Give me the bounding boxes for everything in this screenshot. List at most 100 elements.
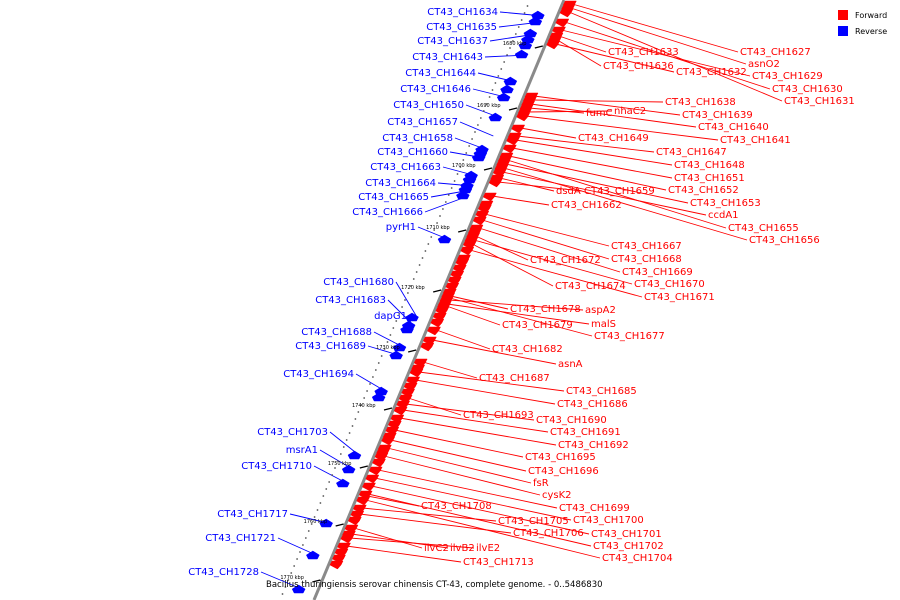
forward-connector-line — [349, 537, 475, 549]
forward-gene-label: CT43_CH1649 — [578, 133, 649, 144]
forward-gene-label: CT43_CH1706 — [513, 528, 584, 539]
reverse-gene-arrow — [488, 112, 503, 122]
legend-forward-swatch — [838, 10, 848, 20]
forward-gene-arrow — [473, 216, 487, 226]
forward-gene-label: CT43_CH1651 — [674, 173, 745, 184]
reverse-gene-arrow — [319, 518, 333, 528]
forward-gene-arrow — [555, 18, 570, 28]
ring-dot — [339, 453, 342, 455]
reverse-gene-arrow — [503, 76, 518, 86]
forward-gene-label: ccdA1 — [708, 210, 739, 221]
tick-mark — [508, 107, 518, 111]
reverse-gene-arrow — [374, 386, 388, 396]
ring-dot — [462, 159, 465, 161]
forward-gene-label: CT43_CH1656 — [749, 235, 820, 246]
forward-gene-label: CT43_CH1690 — [536, 415, 607, 426]
forward-connector-line — [423, 361, 478, 379]
forward-connector-line — [371, 485, 590, 535]
forward-connector-line — [520, 127, 577, 139]
tick-mark — [383, 407, 393, 411]
reverse-gene-label: CT43_CH1664 — [365, 178, 436, 189]
forward-gene-arrow — [362, 482, 376, 492]
forward-connector-line — [436, 329, 491, 350]
forward-gene-label: ilvC2 — [424, 543, 449, 554]
forward-gene-arrow — [511, 124, 526, 134]
reverse-connector-line — [459, 121, 494, 137]
forward-connector-line — [530, 103, 697, 128]
forward-gene-label: CT43_CH1639 — [682, 110, 753, 121]
forward-connector-line — [378, 469, 558, 509]
forward-connector-line — [507, 159, 727, 229]
forward-connector-line — [405, 403, 535, 421]
reverse-gene-arrow — [389, 350, 403, 360]
forward-gene-label: CT43_CH1641 — [720, 135, 791, 146]
forward-gene-label: CT43_CH1677 — [594, 331, 665, 342]
forward-gene-label: CT43_CH1648 — [674, 160, 745, 171]
ring-dot — [436, 222, 438, 224]
forward-connector-lines — [346, 3, 783, 563]
reverse-gene-arrow — [458, 184, 473, 194]
ring-dot — [322, 495, 325, 497]
forward-connector-line — [374, 477, 572, 521]
forward-gene-arrow — [409, 368, 424, 378]
reverse-gene-arrow — [336, 478, 350, 488]
forward-gene-arrow — [516, 112, 531, 122]
ring-dot — [427, 243, 430, 245]
tick-label: 1710 kbp — [426, 225, 450, 231]
forward-gene-arrow — [420, 342, 435, 352]
forward-gene-label: ilvE2 — [476, 543, 500, 554]
forward-gene-label: CT43_CH1629 — [752, 71, 823, 82]
ring-dot — [506, 54, 508, 56]
reverse-gene-label: pyrH1 — [386, 222, 416, 233]
forward-gene-label: CT43_CH1686 — [557, 399, 628, 410]
forward-gene-label: CT43_CH1696 — [528, 466, 599, 477]
ring-dot — [418, 264, 421, 266]
reverse-gene-arrow — [347, 450, 362, 460]
reverse-gene-arrow — [437, 234, 452, 244]
tick-label: 1690 kbp — [477, 103, 501, 109]
forward-connector-line — [558, 35, 607, 53]
forward-connector-line — [387, 447, 532, 484]
ring-dot — [386, 341, 389, 343]
forward-connector-line — [346, 545, 462, 563]
ring-dot — [313, 516, 316, 518]
forward-connector-line — [365, 499, 601, 559]
tick-mark — [407, 349, 417, 353]
ring-dot — [503, 61, 506, 63]
ring-dot — [328, 481, 331, 483]
forward-gene-label: fsR — [533, 478, 549, 489]
ring-dot — [377, 362, 380, 364]
forward-connector-line — [564, 21, 771, 90]
forward-connector-line — [502, 171, 707, 216]
ring-dot — [442, 208, 444, 210]
ring-dot — [287, 579, 290, 581]
ring-dot — [474, 131, 476, 133]
forward-connector-line — [533, 95, 681, 116]
forward-gene-arrow — [559, 8, 574, 18]
reverse-gene-label: CT43_CH1721 — [205, 533, 276, 544]
reverse-gene-arrow — [456, 190, 470, 200]
ring-dot — [497, 75, 500, 77]
ring-dot — [380, 355, 383, 357]
forward-connector-line — [383, 455, 541, 496]
forward-connector-line — [469, 249, 643, 298]
tick-label: 1740 kbp — [352, 403, 376, 409]
forward-gene-label: CT43_CH1632 — [676, 67, 747, 78]
forward-gene-label: CT43_CH1705 — [498, 516, 569, 527]
forward-connector-line — [570, 7, 747, 65]
reverse-gene-label: CT43_CH1660 — [377, 147, 448, 158]
ring-dot — [348, 432, 351, 434]
ring-dot — [412, 278, 415, 280]
reverse-gene-label: CT43_CH1717 — [217, 509, 288, 520]
forward-connector-line — [448, 299, 584, 311]
legend-forward-label: Forward — [855, 11, 887, 20]
forward-connector-line — [561, 29, 751, 77]
ring-dot — [354, 418, 357, 420]
reverse-gene-arrow — [400, 324, 414, 334]
reverse-gene-label: CT43_CH1644 — [405, 68, 476, 79]
forward-gene-label: dsdA — [556, 186, 581, 197]
reverse-gene-label: CT43_CH1643 — [412, 52, 483, 63]
tick-label: 1750 kbp — [328, 461, 352, 467]
forward-connector-line — [528, 107, 585, 114]
reverse-gene-label: CT43_CH1688 — [301, 327, 372, 338]
